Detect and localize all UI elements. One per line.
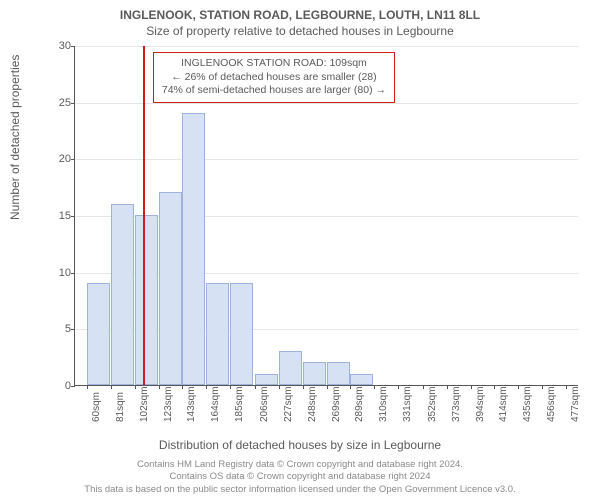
x-tick-label: 435sqm — [522, 386, 533, 422]
x-tick-mark — [279, 385, 280, 389]
x-tick-label: 60sqm — [91, 392, 102, 422]
footer-line-3: This data is based on the public sector … — [0, 484, 600, 496]
x-tick-mark — [182, 385, 183, 389]
x-tick-mark — [447, 385, 448, 389]
x-tick-label: 185sqm — [234, 386, 245, 422]
x-tick-label: 456sqm — [546, 386, 557, 422]
x-tick-mark — [471, 385, 472, 389]
x-tick-label: 143sqm — [186, 386, 197, 422]
x-tick-label: 248sqm — [307, 386, 318, 422]
gridline-h — [75, 159, 578, 160]
histogram-bar — [182, 113, 205, 385]
footer-line-1: Contains HM Land Registry data © Crown c… — [0, 459, 600, 471]
callout-line-3: 74% of semi-detached houses are larger (… — [162, 84, 386, 98]
x-tick-mark — [542, 385, 543, 389]
x-tick-label: 310sqm — [378, 386, 389, 422]
gridline-h — [75, 46, 578, 47]
chart-container: 05101520253060sqm81sqm102sqm123sqm143sqm… — [48, 46, 578, 416]
x-tick-label: 477sqm — [570, 386, 581, 422]
x-tick-mark — [566, 385, 567, 389]
y-tick-label: 20 — [49, 153, 71, 165]
histogram-bar — [303, 362, 326, 385]
x-tick-label: 331sqm — [402, 386, 413, 422]
x-tick-label: 102sqm — [139, 386, 150, 422]
x-tick-label: 81sqm — [115, 392, 126, 422]
x-tick-mark — [327, 385, 328, 389]
chart-title-main: INGLENOOK, STATION ROAD, LEGBOURNE, LOUT… — [0, 0, 600, 22]
callout-line-1: INGLENOOK STATION ROAD: 109sqm — [162, 57, 386, 71]
histogram-bar — [279, 351, 302, 385]
x-tick-mark — [303, 385, 304, 389]
x-tick-label: 123sqm — [163, 386, 174, 422]
x-tick-label: 269sqm — [331, 386, 342, 422]
footer-line-2: Contains OS data © Crown copyright and d… — [0, 471, 600, 483]
histogram-bar — [111, 204, 134, 385]
x-tick-label: 164sqm — [210, 386, 221, 422]
x-tick-label: 206sqm — [259, 386, 270, 422]
histogram-bar — [230, 283, 253, 385]
x-tick-mark — [159, 385, 160, 389]
x-tick-mark — [494, 385, 495, 389]
callout-line-2: ← 26% of detached houses are smaller (28… — [162, 71, 386, 85]
x-tick-mark — [230, 385, 231, 389]
x-tick-mark — [255, 385, 256, 389]
x-tick-label: 352sqm — [427, 386, 438, 422]
y-tick-label: 10 — [49, 267, 71, 279]
x-tick-mark — [87, 385, 88, 389]
plot-area: 05101520253060sqm81sqm102sqm123sqm143sqm… — [74, 46, 578, 386]
histogram-bar — [159, 192, 182, 385]
y-tick-label: 5 — [49, 323, 71, 335]
y-tick-label: 25 — [49, 97, 71, 109]
histogram-bar — [135, 215, 158, 385]
x-tick-label: 373sqm — [451, 386, 462, 422]
histogram-bar — [87, 283, 110, 385]
y-axis-label: Number of detached properties — [8, 55, 22, 220]
x-tick-label: 289sqm — [354, 386, 365, 422]
histogram-bar — [350, 374, 373, 385]
y-tick-label: 30 — [49, 40, 71, 52]
histogram-bar — [255, 374, 278, 385]
x-tick-mark — [206, 385, 207, 389]
x-tick-mark — [135, 385, 136, 389]
chart-title-sub: Size of property relative to detached ho… — [0, 22, 600, 38]
histogram-bar — [206, 283, 229, 385]
x-tick-label: 394sqm — [475, 386, 486, 422]
reference-line — [143, 46, 145, 385]
footer-attribution: Contains HM Land Registry data © Crown c… — [0, 459, 600, 496]
x-tick-mark — [518, 385, 519, 389]
x-tick-mark — [111, 385, 112, 389]
x-tick-mark — [374, 385, 375, 389]
y-tick-label: 0 — [49, 380, 71, 392]
reference-callout: INGLENOOK STATION ROAD: 109sqm ← 26% of … — [153, 52, 395, 103]
x-axis-label: Distribution of detached houses by size … — [0, 438, 600, 452]
x-tick-label: 414sqm — [498, 386, 509, 422]
y-tick-label: 15 — [49, 210, 71, 222]
x-tick-mark — [398, 385, 399, 389]
x-tick-label: 227sqm — [283, 386, 294, 422]
histogram-bar — [327, 362, 350, 385]
x-tick-mark — [423, 385, 424, 389]
x-tick-mark — [350, 385, 351, 389]
